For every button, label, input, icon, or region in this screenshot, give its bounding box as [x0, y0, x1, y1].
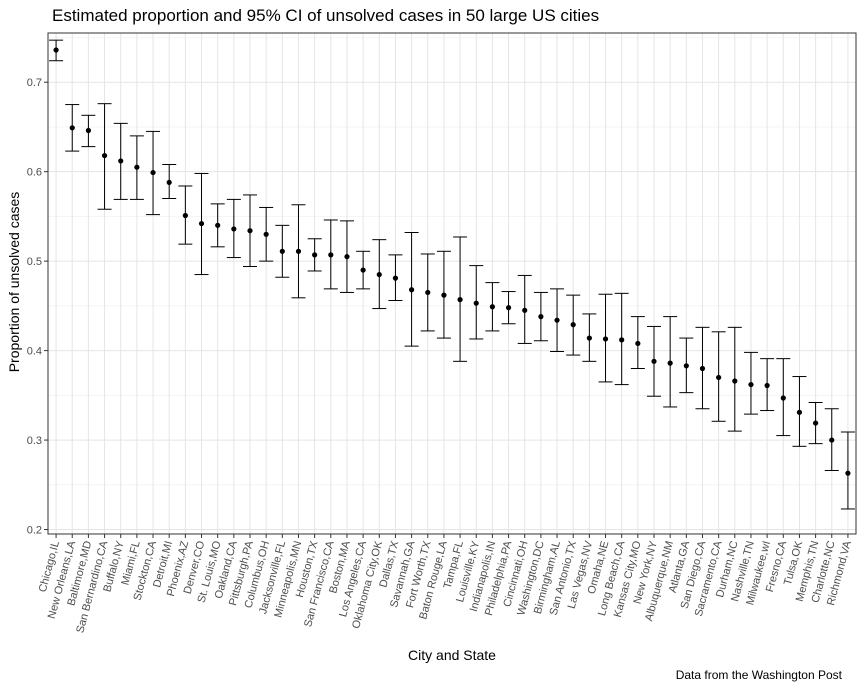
y-tick-label: 0.7	[27, 77, 42, 89]
estimate-point	[505, 305, 512, 311]
major-gridlines	[48, 33, 856, 534]
estimate-point	[522, 307, 528, 313]
estimate-point	[667, 360, 673, 366]
estimate-point	[247, 228, 253, 234]
estimate-point	[182, 212, 188, 219]
y-tick-label: 0.3	[27, 435, 42, 447]
y-tick-label: 0.4	[27, 346, 42, 358]
estimate-point	[215, 222, 221, 228]
estimate-points	[53, 47, 851, 476]
estimate-point	[457, 297, 463, 303]
estimate-point	[360, 267, 366, 273]
estimate-point	[683, 363, 689, 369]
chart-caption: Data from the Washington Post	[675, 668, 842, 682]
error-bar	[840, 431, 855, 510]
estimate-point	[166, 179, 172, 186]
estimate-point	[796, 409, 803, 415]
estimate-point	[829, 437, 835, 443]
estimate-point	[263, 231, 269, 237]
estimate-point	[619, 337, 625, 343]
estimate-point	[69, 125, 75, 131]
estimate-point	[150, 169, 156, 176]
estimate-point	[101, 152, 108, 159]
estimate-point	[198, 220, 205, 227]
y-tick-label: 0.6	[27, 167, 42, 179]
estimate-point	[699, 365, 706, 372]
estimate-point	[118, 158, 124, 164]
estimate-point	[554, 317, 560, 323]
estimate-point	[376, 271, 382, 278]
estimate-point	[279, 248, 285, 254]
estimate-point	[489, 304, 495, 310]
estimate-point	[328, 252, 334, 258]
error-bars	[49, 39, 855, 510]
minor-gridlines	[48, 37, 856, 486]
estimate-point	[344, 254, 350, 260]
estimate-point	[586, 335, 592, 341]
estimate-point	[813, 420, 819, 426]
estimate-point	[845, 470, 851, 476]
estimate-point	[716, 374, 722, 381]
chart-title: Estimated proportion and 95% CI of unsol…	[52, 6, 600, 25]
estimate-point	[134, 164, 140, 170]
y-tick-label: 0.2	[27, 525, 42, 537]
estimate-point	[635, 340, 641, 347]
panel-border	[47, 32, 857, 535]
estimate-point	[441, 292, 447, 298]
estimate-point	[538, 314, 544, 320]
estimate-point	[748, 381, 754, 388]
estimate-point	[570, 322, 576, 328]
y-tick-label: 0.5	[27, 256, 42, 268]
estimate-point	[231, 226, 237, 232]
estimate-point	[651, 358, 657, 364]
estimate-point	[392, 275, 399, 281]
estimate-point	[473, 300, 479, 306]
estimate-point	[732, 378, 738, 384]
estimate-point	[295, 248, 302, 254]
x-axis-title: City and State	[408, 647, 496, 663]
estimate-point	[312, 252, 318, 258]
estimate-point	[602, 336, 609, 342]
estimate-point	[780, 395, 786, 401]
estimate-point	[409, 287, 415, 293]
estimate-point	[425, 289, 431, 296]
estimate-point	[764, 382, 770, 389]
y-axis: 0.2 0.3 0.4 0.5 0.6 0.7	[27, 77, 48, 537]
estimate-point	[85, 127, 91, 134]
estimate-point	[53, 47, 59, 53]
